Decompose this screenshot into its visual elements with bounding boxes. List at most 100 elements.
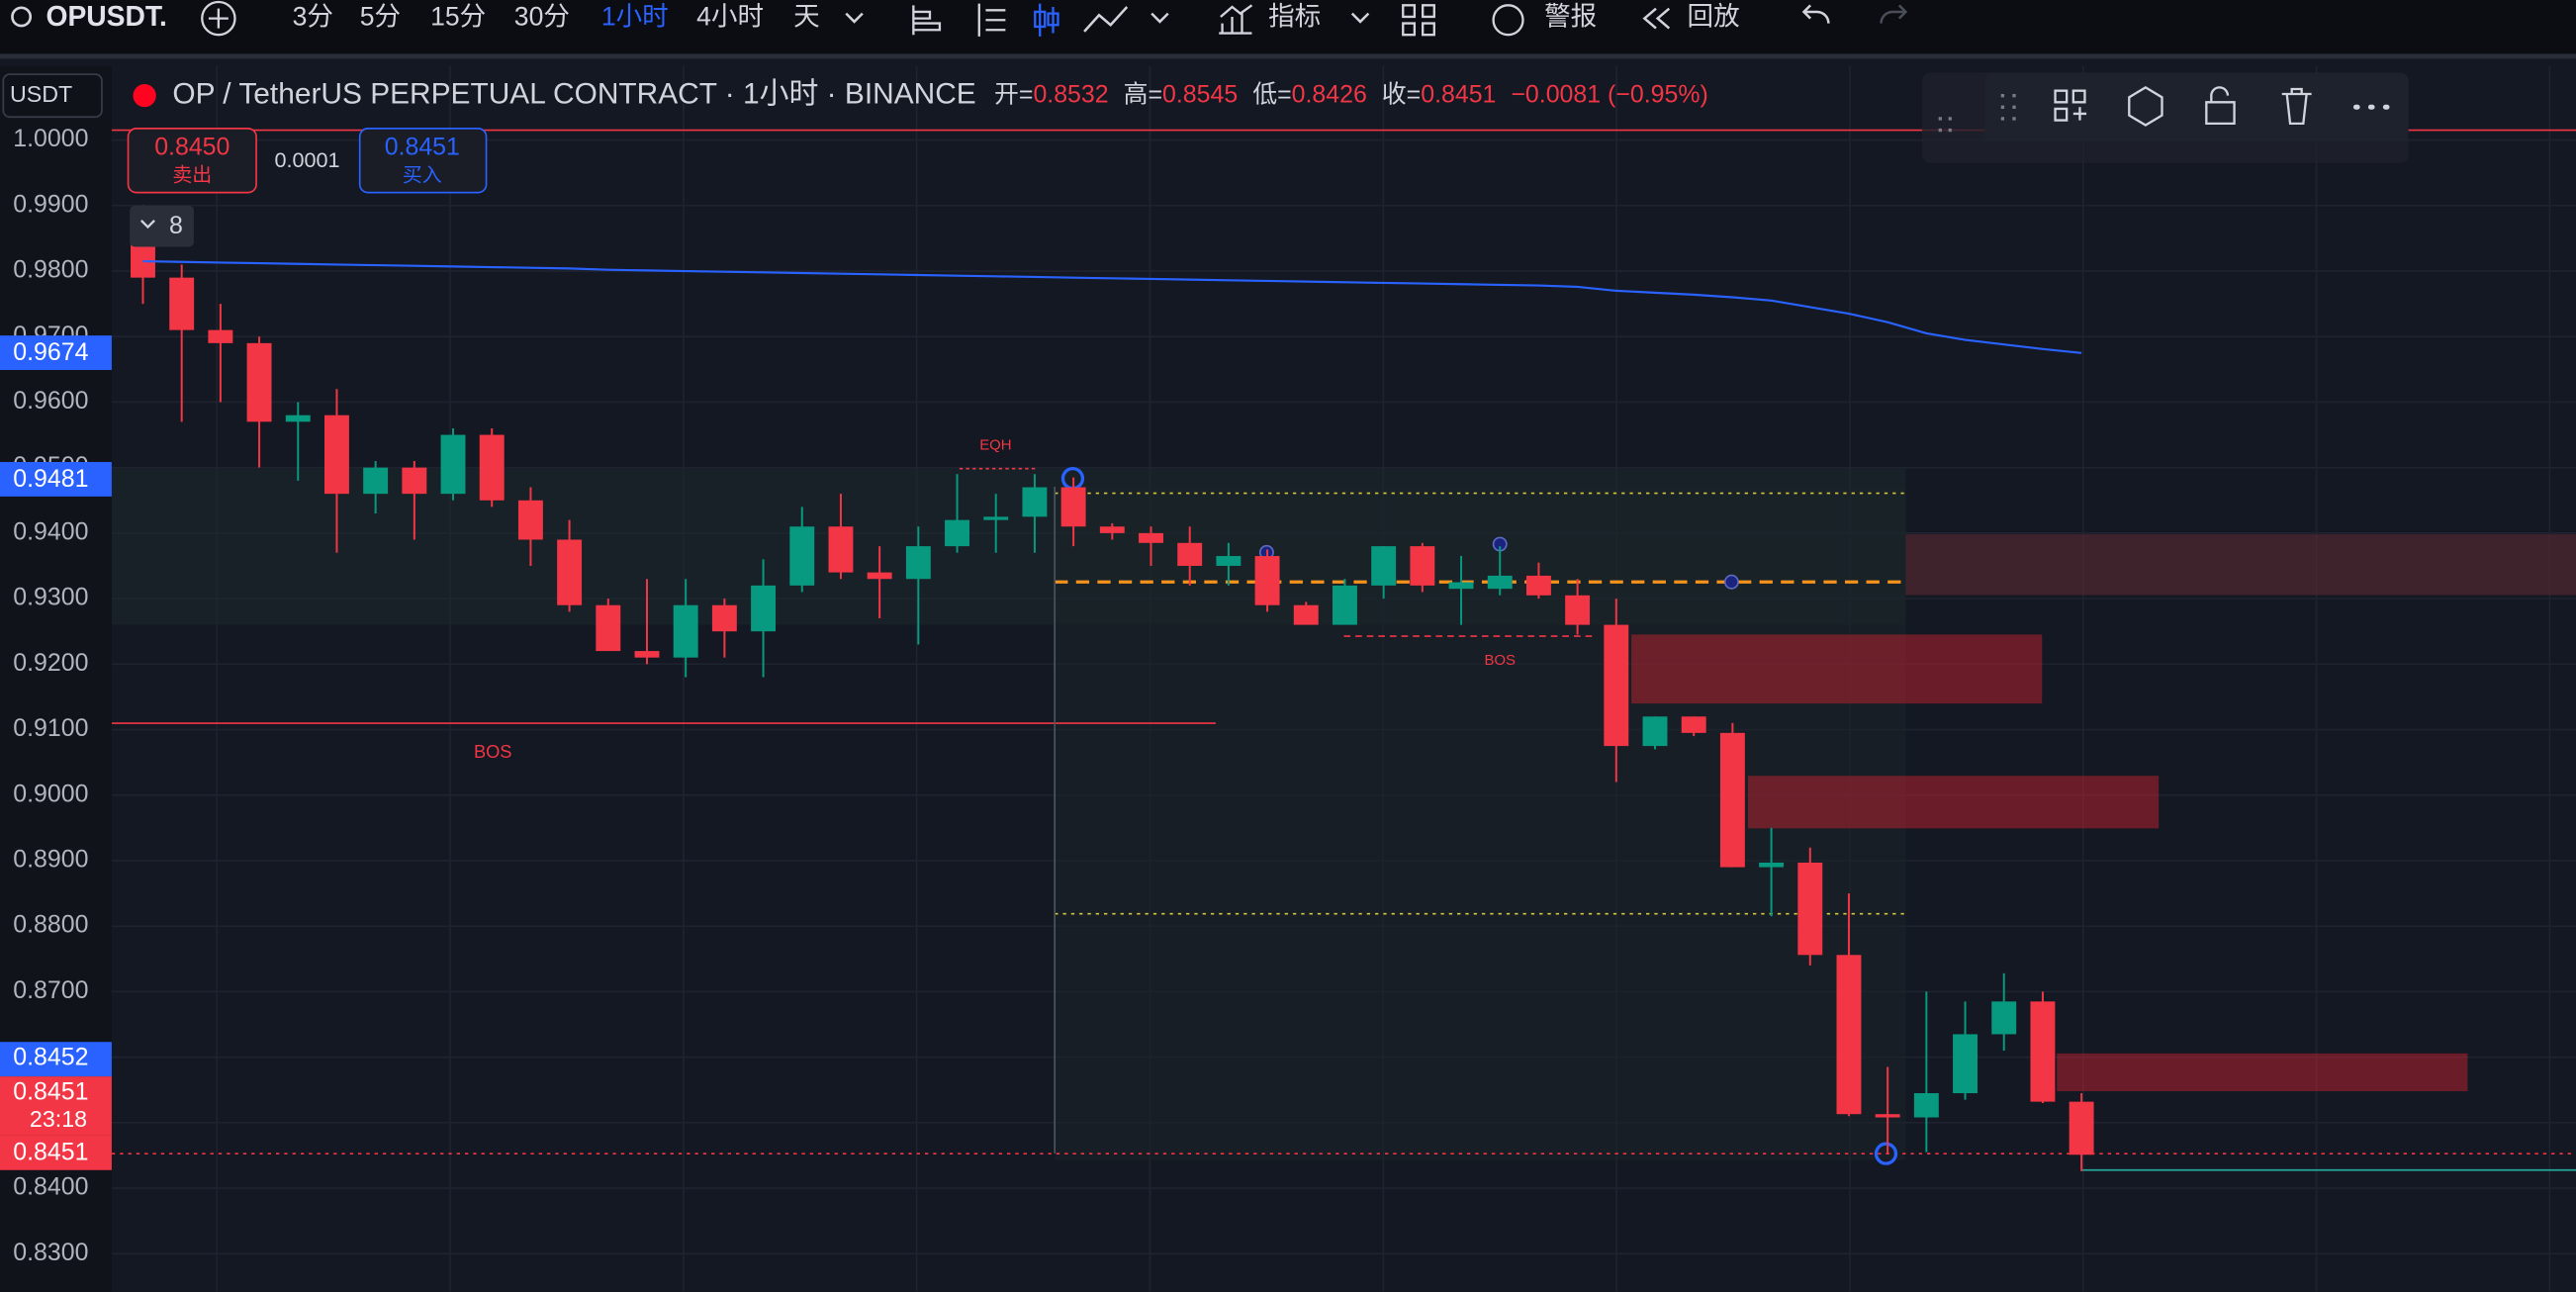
search-icon[interactable] xyxy=(11,6,33,28)
legend: OP / TetherUS PERPETUAL CONTRACT · 1小时 ·… xyxy=(172,78,1707,111)
y-tick-label: 0.9100 xyxy=(13,714,88,742)
pivot-dot xyxy=(1723,574,1739,590)
candle-body xyxy=(1333,585,1357,625)
ohlc-label: 高= xyxy=(1124,80,1162,108)
candle-body xyxy=(440,434,466,495)
symbol[interactable]: OPUSDT. xyxy=(46,0,167,32)
templates-icon[interactable] xyxy=(1402,4,1435,37)
ohlc-label: 低= xyxy=(1252,80,1291,108)
candle-body xyxy=(1797,862,1823,956)
dropdown[interactable] xyxy=(1150,12,1169,24)
add-symbol[interactable] xyxy=(201,0,236,37)
layout-icon[interactable] xyxy=(977,3,1006,37)
sell-price[interactable]: 0.8450 xyxy=(154,133,230,160)
bar-style[interactable] xyxy=(912,5,942,36)
collapse-button[interactable] xyxy=(130,205,194,247)
sell-label[interactable]: 卖出 xyxy=(172,163,212,186)
order-block xyxy=(2057,1053,2468,1092)
replay-icon[interactable] xyxy=(1642,7,1671,30)
annotation: EQH xyxy=(979,436,1011,453)
candle-body xyxy=(1525,575,1551,596)
candle-body xyxy=(1604,624,1629,747)
candle-body xyxy=(634,651,660,658)
price-badges: 0.9674 0.9481 0.8452 0.8451 23:18 0.8451 xyxy=(0,335,112,1170)
undo[interactable] xyxy=(1801,4,1830,24)
candle-body xyxy=(1410,546,1435,586)
moving-average xyxy=(142,260,2082,354)
candle-body xyxy=(983,516,1009,520)
candle-body xyxy=(711,604,737,632)
interval-button[interactable]: 天 xyxy=(793,2,820,32)
interval-button[interactable]: 4小时 xyxy=(696,2,764,32)
drawings: EQH BOS BOS xyxy=(0,129,2576,1171)
lock-tool[interactable] xyxy=(2205,86,2236,126)
buy-price[interactable]: 0.8451 xyxy=(385,133,460,160)
sell-button[interactable] xyxy=(127,128,257,194)
candle-body xyxy=(1719,732,1745,868)
legend-title: OP / TetherUS PERPETUAL CONTRACT · 1小时 ·… xyxy=(172,78,975,111)
candle-body xyxy=(1953,1034,1978,1094)
delete-tool[interactable] xyxy=(2281,87,2312,126)
annotation: BOS xyxy=(1484,652,1516,669)
buy-button[interactable] xyxy=(358,128,488,194)
currency-select[interactable] xyxy=(2,73,103,119)
candle-body xyxy=(323,415,349,495)
ohlc-label: 开= xyxy=(994,80,1033,108)
candle-body xyxy=(517,500,543,540)
candle-body xyxy=(1565,595,1591,625)
y-tick-label: 0.8300 xyxy=(13,1239,88,1266)
settings-tool[interactable] xyxy=(2128,86,2163,127)
candle-body xyxy=(1099,526,1125,533)
candle-body xyxy=(1216,556,1242,566)
interval-button[interactable]: 1小时 xyxy=(601,2,669,32)
y-tick-label: 0.9600 xyxy=(13,387,88,415)
y-tick-label: 0.9000 xyxy=(13,780,88,807)
badge-label: 0.8451 xyxy=(13,1077,88,1105)
y-tick-label: 0.9800 xyxy=(13,256,88,284)
redo[interactable] xyxy=(1880,4,1908,24)
buy-label[interactable]: 买入 xyxy=(403,164,442,186)
candle-body xyxy=(945,519,969,547)
candle-body xyxy=(1139,532,1163,543)
candle-body xyxy=(1060,487,1086,527)
change: −0.0081 (−0.95%) xyxy=(1511,80,1707,108)
y-tick-label: 0.8800 xyxy=(13,911,88,939)
interval-button[interactable]: 5分 xyxy=(360,2,401,32)
candle-body xyxy=(1681,716,1706,733)
order-block xyxy=(1631,634,2043,704)
currency[interactable]: USDT xyxy=(10,81,72,107)
line-icon[interactable] xyxy=(1083,6,1129,33)
interval-button[interactable]: 30分 xyxy=(514,2,570,32)
candle-body xyxy=(1254,556,1280,605)
drag-handle[interactable] xyxy=(1938,93,2016,133)
badge-label: 0.8451 xyxy=(13,1139,88,1166)
ohlc-value: 0.8426 xyxy=(1292,80,1367,108)
floating-toolbar xyxy=(1984,72,2409,142)
alert-icon[interactable] xyxy=(1492,4,1524,37)
dropdown[interactable] xyxy=(845,12,864,24)
badge xyxy=(0,335,112,370)
template-tool[interactable] xyxy=(2054,89,2087,122)
indicator-icon[interactable] xyxy=(1219,4,1253,35)
badge-label: 0.9481 xyxy=(13,465,88,493)
ohlc-value: 0.8545 xyxy=(1162,80,1238,108)
y-tick-label: 0.8900 xyxy=(13,846,88,874)
indicators-button[interactable]: 指标 xyxy=(1268,2,1321,32)
collapse-count[interactable]: 8 xyxy=(169,212,183,239)
countdown: 23:18 xyxy=(30,1106,87,1132)
candle-body xyxy=(1022,487,1048,517)
interval-button[interactable]: 15分 xyxy=(430,2,486,32)
y-tick-label: 0.9900 xyxy=(13,190,88,218)
annotation: BOS xyxy=(474,741,512,762)
candle-icon[interactable] xyxy=(1034,3,1059,37)
alert-button[interactable]: 警报 xyxy=(1544,2,1597,32)
dropdown[interactable] xyxy=(1350,12,1370,24)
candle-body xyxy=(905,546,931,580)
y-tick-label: 0.8400 xyxy=(13,1173,88,1201)
candle-body xyxy=(2030,1001,2056,1102)
replay-button[interactable]: 回放 xyxy=(1688,2,1740,32)
badge-label: 0.8452 xyxy=(13,1043,88,1070)
interval-button[interactable]: 3分 xyxy=(293,2,333,32)
